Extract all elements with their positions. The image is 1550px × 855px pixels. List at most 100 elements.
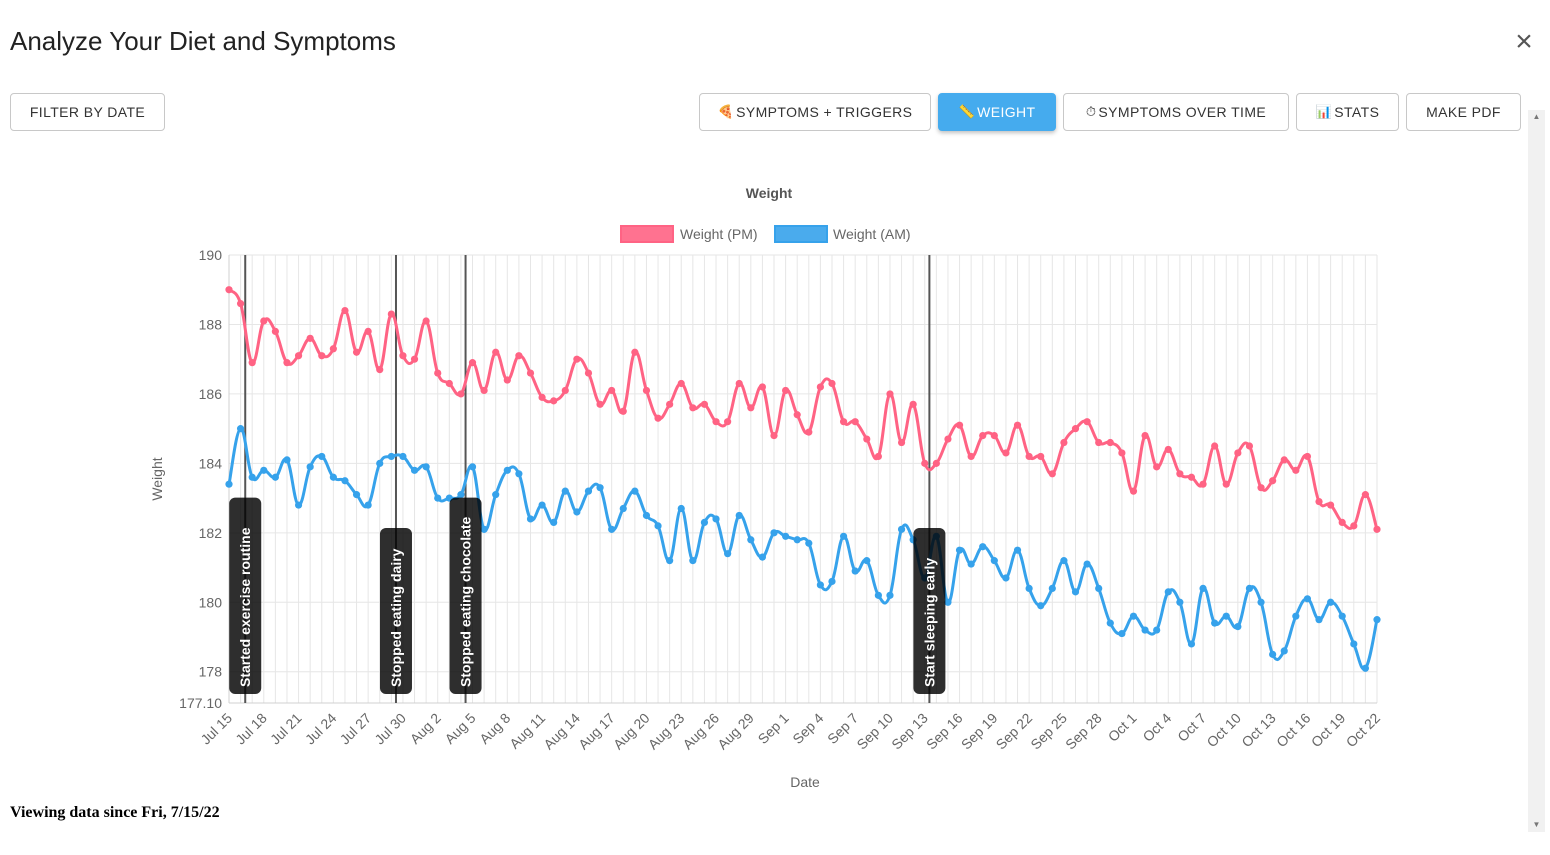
data-point xyxy=(944,435,952,443)
data-point xyxy=(1106,438,1114,447)
data-point xyxy=(1153,463,1161,471)
data-point xyxy=(770,431,778,440)
weight-button[interactable]: 📏 WEIGHT xyxy=(938,93,1056,131)
data-point xyxy=(1002,574,1010,582)
data-point xyxy=(422,463,430,471)
x-tick-label: Aug 5 xyxy=(441,710,478,747)
data-point xyxy=(1129,487,1138,495)
data-point xyxy=(1013,421,1022,429)
symptoms-triggers-button[interactable]: 🍕 SYMPTOMS + TRIGGERS xyxy=(699,93,931,131)
data-point xyxy=(468,463,477,471)
data-point xyxy=(1176,598,1184,606)
data-point xyxy=(1234,622,1242,631)
x-tick-label: Jul 15 xyxy=(197,710,235,748)
make-pdf-button[interactable]: MAKE PDF xyxy=(1406,93,1521,131)
data-point xyxy=(561,386,569,395)
pizza-icon: 🍕 xyxy=(717,104,735,119)
data-point xyxy=(410,466,419,474)
x-tick-label: Aug 17 xyxy=(575,710,618,753)
data-point xyxy=(480,525,488,533)
data-point xyxy=(283,359,291,367)
data-point xyxy=(329,473,337,481)
x-tick-label: Sep 22 xyxy=(993,710,1036,753)
data-point xyxy=(236,300,245,308)
data-point xyxy=(1327,598,1335,606)
x-tick-label: Aug 11 xyxy=(506,710,548,752)
data-point xyxy=(1350,522,1358,530)
data-point xyxy=(271,473,279,481)
data-point xyxy=(1106,619,1114,627)
data-point xyxy=(1361,664,1370,672)
data-point xyxy=(538,393,546,401)
data-point xyxy=(294,352,303,360)
data-point xyxy=(1257,598,1265,606)
data-point xyxy=(352,348,361,356)
data-point xyxy=(1222,612,1230,620)
data-point xyxy=(1118,629,1126,638)
x-tick-label: Oct 19 xyxy=(1308,710,1349,751)
symptoms-over-time-button[interactable]: ⏱ SYMPTOMS OVER TIME xyxy=(1063,93,1289,131)
data-point xyxy=(410,355,419,363)
x-tick-label: Aug 2 xyxy=(407,710,444,747)
data-point xyxy=(492,348,500,356)
data-point xyxy=(700,518,709,527)
y-tick-label: 184 xyxy=(199,455,223,471)
data-point xyxy=(886,390,894,398)
data-point xyxy=(248,473,256,481)
data-point xyxy=(700,400,709,408)
data-point xyxy=(1095,438,1103,447)
data-point xyxy=(967,452,975,461)
close-icon[interactable]: × xyxy=(1515,25,1533,58)
y-tick-label: 180 xyxy=(199,594,223,610)
scroll-up-icon[interactable]: ▲ xyxy=(1532,112,1541,121)
data-point xyxy=(364,327,372,336)
x-tick-label: Sep 13 xyxy=(888,710,931,753)
symptoms-triggers-label: SYMPTOMS + TRIGGERS xyxy=(736,104,913,120)
data-point xyxy=(1129,612,1138,620)
data-point xyxy=(724,418,732,426)
x-tick-label: Aug 14 xyxy=(540,710,583,753)
data-point xyxy=(1211,619,1219,627)
data-point xyxy=(1361,491,1370,499)
data-point xyxy=(1176,470,1184,478)
series-line xyxy=(227,288,1379,530)
data-point xyxy=(271,327,279,336)
y-tick-label: 188 xyxy=(199,316,223,332)
stopwatch-icon: ⏱ xyxy=(1085,104,1097,119)
data-point xyxy=(329,345,337,353)
data-point xyxy=(666,557,674,565)
scrollbar[interactable]: ▲ ▼ xyxy=(1528,110,1545,832)
data-point xyxy=(851,418,859,426)
data-point xyxy=(631,487,639,495)
data-point xyxy=(225,286,233,294)
data-point xyxy=(399,352,407,360)
data-point xyxy=(306,334,314,342)
data-point xyxy=(724,550,732,558)
data-point xyxy=(1153,626,1161,634)
data-point xyxy=(341,477,349,485)
y-tick-label: 182 xyxy=(199,525,223,541)
series-line xyxy=(227,427,1379,671)
data-point xyxy=(782,386,790,395)
x-tick-label: Sep 4 xyxy=(789,710,826,747)
data-point xyxy=(318,352,326,360)
data-point xyxy=(1245,442,1254,450)
data-point xyxy=(886,591,894,599)
data-point xyxy=(712,418,720,426)
annotation-label: Start sleeping early xyxy=(921,558,937,687)
data-point xyxy=(677,379,685,388)
data-point xyxy=(1095,584,1103,592)
chart-title: Weight xyxy=(746,185,793,201)
y-tick-label: 190 xyxy=(199,247,223,263)
data-point xyxy=(503,466,511,474)
x-tick-label: Jul 21 xyxy=(267,710,305,748)
scroll-down-icon[interactable]: ▼ xyxy=(1532,820,1541,829)
data-point xyxy=(1373,616,1381,624)
data-point xyxy=(863,557,871,565)
filter-by-date-button[interactable]: FILTER BY DATE xyxy=(10,93,165,131)
data-point xyxy=(863,435,871,443)
data-point xyxy=(573,355,581,363)
stats-button[interactable]: 📊 STATS xyxy=(1296,93,1399,131)
data-point xyxy=(248,359,256,367)
